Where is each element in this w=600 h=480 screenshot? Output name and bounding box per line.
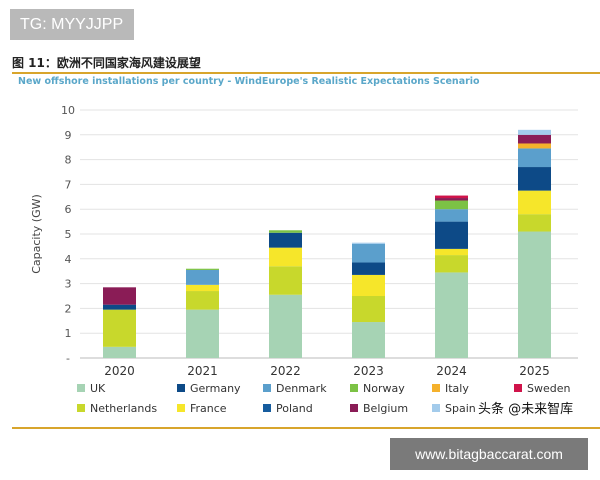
y-tick-label: 7 <box>65 178 72 191</box>
url-badge: www.bitagbaccarat.com <box>390 438 588 470</box>
y-tick-label: 9 <box>65 129 72 142</box>
bar-segment-uk-2022 <box>269 294 302 358</box>
legend-item-france: France <box>177 402 227 415</box>
bar-segment-spain-2025 <box>518 129 551 135</box>
bar-segment-netherlands-2020 <box>103 309 136 347</box>
legend-item-poland: Poland <box>263 402 313 415</box>
legend-label: Germany <box>190 382 241 395</box>
y-tick-label: 3 <box>65 278 72 291</box>
legend-label: Netherlands <box>90 402 158 415</box>
legend-item-denmark: Denmark <box>263 382 327 395</box>
bar-segment-denmark-2024 <box>435 209 468 222</box>
legend-swatch <box>77 404 85 412</box>
y-tick-label: 1 <box>65 327 72 340</box>
legend-swatch <box>350 384 358 392</box>
legend-label: Italy <box>445 382 469 395</box>
y-tick-label: 8 <box>65 154 72 167</box>
x-tick-label: 2025 <box>519 364 550 378</box>
bar-segment-belgium-2024 <box>435 198 468 201</box>
legend-label: Poland <box>276 402 313 415</box>
bar-segment-sweden-2024 <box>435 195 468 199</box>
bar-segment-netherlands-2024 <box>435 255 468 273</box>
legend-item-netherlands: Netherlands <box>77 402 157 415</box>
y-tick-label: 10 <box>61 104 75 117</box>
x-tick-label: 2021 <box>187 364 218 378</box>
bar-segment-germany-2020 <box>103 304 136 310</box>
bar-segment-uk-2024 <box>435 272 468 358</box>
legend-item-sweden: Sweden <box>514 382 570 395</box>
bar-segment-netherlands-2023 <box>352 296 385 323</box>
bar-segment-france-2025 <box>518 190 551 215</box>
legend-swatch <box>432 404 440 412</box>
y-axis-label: Capacity (GW) <box>30 194 43 274</box>
x-tick-label: 2024 <box>436 364 467 378</box>
legend-item-belgium: Belgium <box>350 402 408 415</box>
x-tick-label: 2023 <box>353 364 384 378</box>
bar-segment-norway-2024 <box>435 200 468 210</box>
legend-swatch <box>514 384 522 392</box>
y-tick-label: 2 <box>65 302 72 315</box>
bar-segment-uk-2021 <box>186 309 219 358</box>
legend-label: Denmark <box>276 382 327 395</box>
legend-swatch <box>177 404 185 412</box>
bar-segment-uk-2023 <box>352 322 385 358</box>
legend-label: Spain <box>445 402 476 415</box>
bar-segment-uk-2020 <box>103 346 136 358</box>
bar-segment-uk-2025 <box>518 231 551 358</box>
legend-label: Norway <box>363 382 405 395</box>
bottom-divider <box>12 427 600 429</box>
legend-label: France <box>190 402 227 415</box>
bar-segment-norway-2022 <box>269 230 302 233</box>
bar-segment-spain-2023 <box>352 242 385 244</box>
legend-label: Belgium <box>363 402 409 415</box>
legend-swatch <box>263 404 271 412</box>
legend-swatch <box>177 384 185 392</box>
y-tick-label: 5 <box>65 228 72 241</box>
bar-segment-france-2021 <box>186 284 219 292</box>
legend-item-norway: Norway <box>350 382 405 395</box>
bar-segment-france-2024 <box>435 248 468 256</box>
telegram-badge: TG: MYYJJPP <box>10 9 134 40</box>
bar-segment-netherlands-2021 <box>186 291 219 310</box>
bar-segment-belgium-2025 <box>518 134 551 144</box>
legend-item-spain: Spain <box>432 402 476 415</box>
bar-segment-denmark-2023 <box>352 243 385 263</box>
y-tick-label: - <box>66 352 70 365</box>
chart-title: New offshore installations per country -… <box>18 76 480 87</box>
bar-segment-belgium-2020 <box>103 287 136 305</box>
figure-title: 图 11：欧洲不同国家海风建设展望 <box>12 56 201 70</box>
bar-segment-germany-2025 <box>518 167 551 191</box>
bar-segment-france-2022 <box>269 247 302 267</box>
bar-segment-italy-2025 <box>518 143 551 149</box>
x-tick-label: 2020 <box>104 364 135 378</box>
y-tick-label: 6 <box>65 203 72 216</box>
legend-swatch <box>432 384 440 392</box>
watermark: 头条 @未来智库 <box>478 402 574 417</box>
y-tick-label: 4 <box>65 253 72 266</box>
x-tick-label: 2022 <box>270 364 301 378</box>
legend-item-uk: UK <box>77 382 105 395</box>
bar-segment-denmark-2021 <box>186 269 219 285</box>
bar-segment-denmark-2025 <box>518 148 551 168</box>
legend-item-italy: Italy <box>432 382 469 395</box>
top-divider <box>12 72 600 74</box>
bar-segment-netherlands-2022 <box>269 266 302 295</box>
legend-item-germany: Germany <box>177 382 241 395</box>
bar-segment-germany-2024 <box>435 221 468 249</box>
bar-segment-germany-2023 <box>352 262 385 275</box>
bar-segment-netherlands-2025 <box>518 214 551 232</box>
bar-segment-germany-2022 <box>269 232 302 248</box>
legend-swatch <box>263 384 271 392</box>
legend-swatch <box>77 384 85 392</box>
legend-label: UK <box>90 382 106 395</box>
bar-segment-france-2023 <box>352 274 385 296</box>
legend-label: Sweden <box>527 382 571 395</box>
bar-segment-norway-2021 <box>186 268 219 270</box>
legend-swatch <box>350 404 358 412</box>
